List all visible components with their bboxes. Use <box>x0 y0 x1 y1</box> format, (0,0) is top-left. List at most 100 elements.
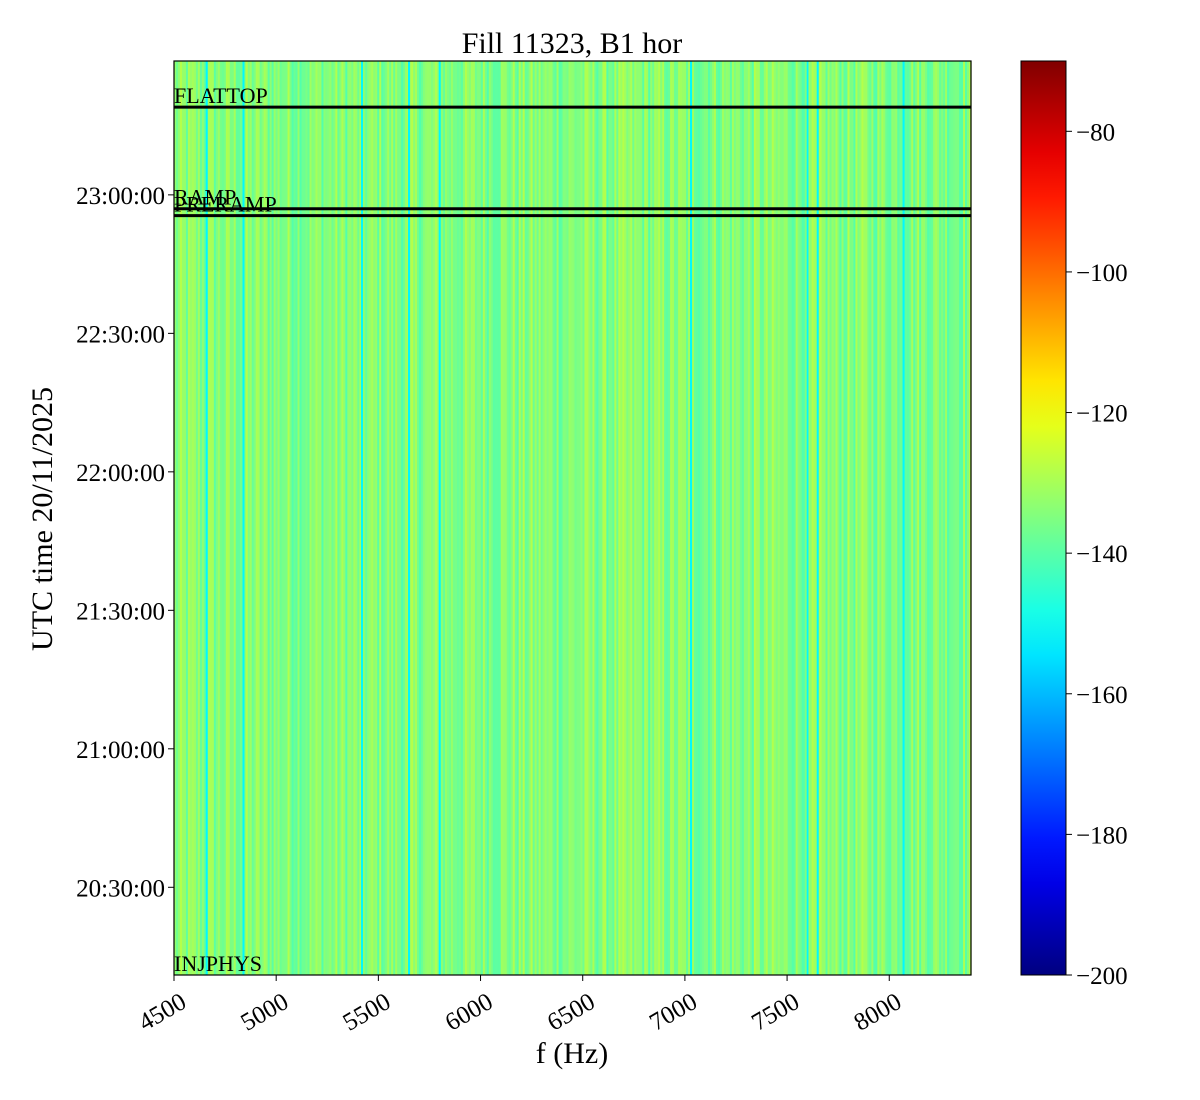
heatmap-column <box>696 61 699 975</box>
heatmap-column <box>444 61 448 975</box>
heatmap-column <box>381 61 384 975</box>
y-tick-label: 22:30:00 <box>76 321 165 348</box>
plot-frame <box>173 60 972 976</box>
heatmap-column <box>773 61 777 975</box>
heatmap-column <box>668 61 671 975</box>
heatmap-column <box>441 61 444 975</box>
heatmap-column <box>177 61 181 975</box>
heatmap-column <box>307 61 311 975</box>
heatmap-column <box>253 61 257 975</box>
heatmap-column <box>670 61 673 975</box>
colorbar-tick-label: −200 <box>1076 963 1128 990</box>
heatmap-column <box>644 61 647 975</box>
heatmap-column <box>626 61 629 975</box>
heatmap-column <box>223 61 227 975</box>
heatmap-column <box>837 61 841 975</box>
heatmap-column <box>598 61 601 975</box>
colorbar-tick-label: −180 <box>1076 822 1128 849</box>
heatmap-line <box>408 61 411 975</box>
heatmap-column <box>855 61 859 975</box>
heatmap-column <box>486 61 490 975</box>
heatmap-column <box>959 61 962 975</box>
heatmap-column <box>618 61 621 975</box>
heatmap-column <box>739 61 743 975</box>
heatmap-line <box>806 61 809 975</box>
x-axis: 4500 5000 5500 6000 6500 7000 7500 8000 <box>134 975 906 1037</box>
heatmap-column <box>452 61 456 975</box>
y-axis-label: UTC time 20/11/2025 <box>26 387 59 651</box>
heatmap-column <box>550 61 554 975</box>
y-axis: 20:30:00 21:00:00 21:30:00 22:00:00 22:30:00… <box>76 183 174 902</box>
heatmap-column <box>672 61 675 975</box>
x-tick-label: 7000 <box>645 988 702 1036</box>
heatmap-column <box>237 61 241 975</box>
heatmap-column <box>183 61 187 975</box>
heatmap-column <box>654 61 657 975</box>
heatmap-column <box>534 61 538 975</box>
heatmap-column <box>285 61 289 975</box>
heatmap-column <box>777 61 781 975</box>
heatmap-column <box>925 61 928 975</box>
heatmap-column <box>269 61 273 975</box>
heatmap-column <box>927 61 930 975</box>
heatmap-column <box>524 61 528 975</box>
heatmap-column <box>889 61 892 975</box>
heatmap-column <box>568 61 572 975</box>
heatmap-column <box>191 61 195 975</box>
heatmap-column <box>347 61 350 975</box>
y-tick-label: 21:00:00 <box>76 737 165 764</box>
heatmap-column <box>662 61 665 975</box>
heatmap-column <box>279 61 283 975</box>
heatmap-column <box>829 61 833 975</box>
heatmap-column <box>863 61 866 975</box>
heatmap-column <box>425 61 428 975</box>
heatmap-column <box>379 61 382 975</box>
heatmap-column <box>652 61 655 975</box>
chart-title: Fill 11323, B1 hor <box>462 27 683 60</box>
heatmap-column <box>433 61 436 975</box>
heatmap-column <box>231 61 235 975</box>
heatmap-column <box>442 61 446 975</box>
heatmap-column <box>548 61 552 975</box>
heatmap-column <box>614 61 617 975</box>
heatmap-column <box>743 61 747 975</box>
heatmap-column <box>397 61 400 975</box>
x-tick-label: 5500 <box>339 988 396 1036</box>
heatmap-column <box>905 61 908 975</box>
heatmap-column <box>951 61 954 975</box>
heatmap-column <box>845 61 849 975</box>
heatmap-column <box>895 61 898 975</box>
heatmap-column <box>917 61 920 975</box>
heatmap-column <box>235 61 239 975</box>
heatmap-column <box>363 61 366 975</box>
heatmap-column <box>277 61 281 975</box>
heatmap-column <box>175 61 179 975</box>
heatmap-column <box>610 61 613 975</box>
heatmap-column <box>375 61 378 975</box>
heatmap-line <box>690 61 693 975</box>
mode-label: INJPHYS <box>174 951 262 976</box>
heatmap-column <box>516 61 520 975</box>
mode-label: PRERAMP <box>174 192 277 217</box>
heatmap-column <box>921 61 924 975</box>
heatmap-column <box>359 61 362 975</box>
heatmap-column <box>327 61 331 975</box>
heatmap-column <box>538 61 542 975</box>
heatmap-column <box>287 61 291 975</box>
heatmap-column <box>502 61 506 975</box>
heatmap-column <box>311 61 315 975</box>
heatmap-column <box>179 61 183 975</box>
heatmap-column <box>913 61 916 975</box>
heatmap-column <box>869 61 872 975</box>
heatmap-column <box>456 61 460 975</box>
heatmap-column <box>861 61 864 975</box>
heatmap-column <box>401 61 404 975</box>
heatmap-column <box>813 61 817 975</box>
heatmap-column <box>781 61 785 975</box>
heatmap-column <box>217 61 221 975</box>
heatmap-column <box>544 61 548 975</box>
heatmap-column <box>719 61 723 975</box>
heatmap-column <box>409 61 412 975</box>
heatmap-column <box>249 61 253 975</box>
heatmap-column <box>594 61 598 975</box>
